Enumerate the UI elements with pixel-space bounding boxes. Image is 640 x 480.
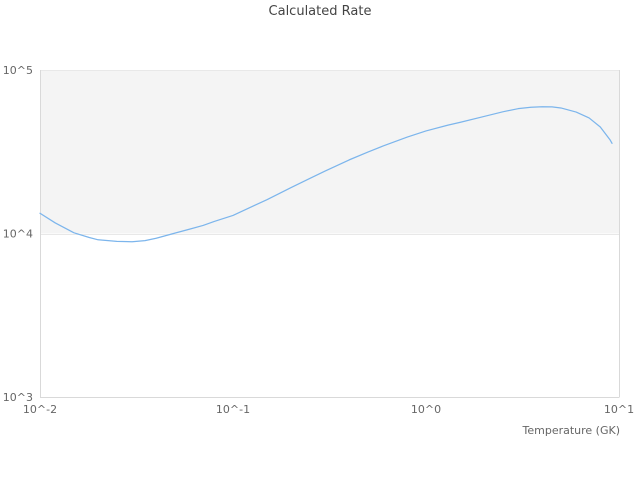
- decade-band: [40, 70, 620, 234]
- x-tick-label: 10^1: [604, 403, 634, 416]
- chart-title: Calculated Rate: [268, 4, 372, 19]
- y-tick-label: 10^4: [3, 228, 33, 241]
- rate-curve: [39, 106, 613, 243]
- x-tick-label: 10^-1: [216, 403, 250, 416]
- x-axis-title: Temperature (GK): [522, 424, 621, 437]
- x-tick-label: 10^0: [411, 403, 441, 416]
- x-tick-label: 10^-2: [23, 403, 57, 416]
- y-tick-label: 10^3: [3, 391, 33, 404]
- y-tick-label: 10^5: [3, 64, 33, 77]
